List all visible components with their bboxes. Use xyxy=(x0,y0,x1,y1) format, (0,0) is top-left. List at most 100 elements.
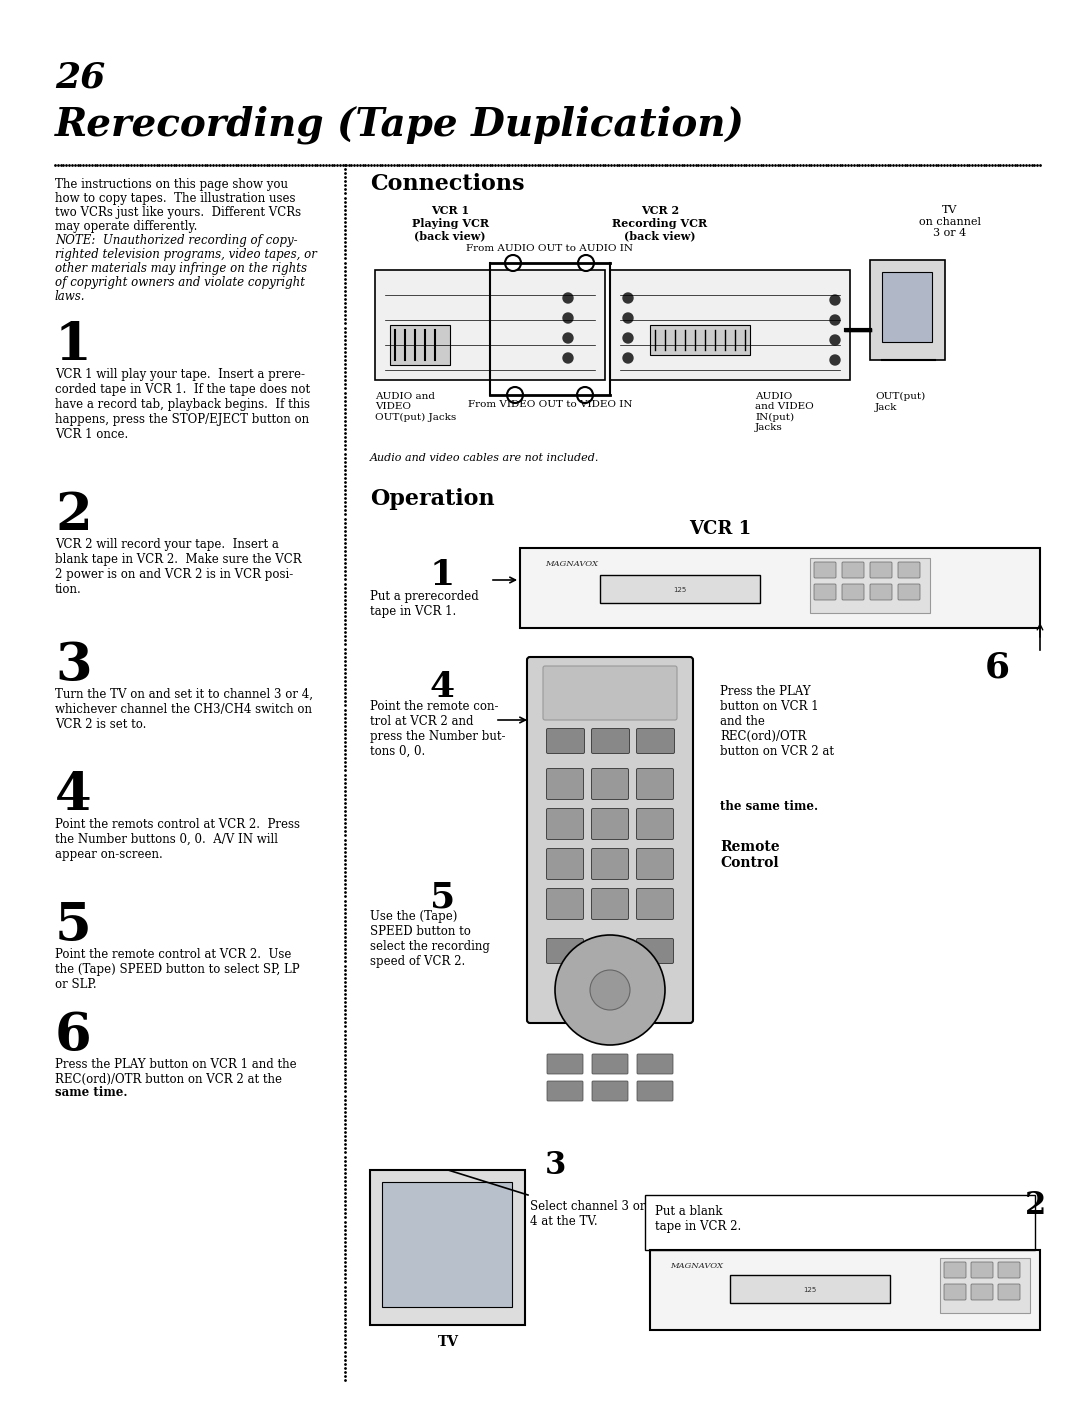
Text: Operation: Operation xyxy=(370,489,495,510)
Text: 3: 3 xyxy=(55,640,92,691)
Text: the same time.: the same time. xyxy=(720,800,819,813)
FancyBboxPatch shape xyxy=(546,848,583,879)
Text: how to copy tapes.  The illustration uses: how to copy tapes. The illustration uses xyxy=(55,192,296,205)
FancyBboxPatch shape xyxy=(546,1081,583,1101)
Circle shape xyxy=(623,313,633,323)
FancyBboxPatch shape xyxy=(382,1182,512,1307)
FancyBboxPatch shape xyxy=(650,324,750,355)
FancyBboxPatch shape xyxy=(592,729,630,754)
Text: may operate differently.: may operate differently. xyxy=(55,220,198,233)
Text: two VCRs just like yours.  Different VCRs: two VCRs just like yours. Different VCRs xyxy=(55,206,301,219)
Text: MAGNAVOX: MAGNAVOX xyxy=(545,560,598,569)
Text: Press the PLAY
button on VCR 1
and the
REC(ord)/OTR
button on VCR 2 at: Press the PLAY button on VCR 1 and the R… xyxy=(720,685,834,758)
FancyBboxPatch shape xyxy=(600,576,760,602)
Text: Select channel 3 or
4 at the TV.: Select channel 3 or 4 at the TV. xyxy=(530,1200,646,1228)
FancyBboxPatch shape xyxy=(842,584,864,600)
Text: AUDIO and
VIDEO
OUT(put) Jacks: AUDIO and VIDEO OUT(put) Jacks xyxy=(375,392,456,423)
Text: of copyright owners and violate copyright: of copyright owners and violate copyrigh… xyxy=(55,277,305,289)
FancyBboxPatch shape xyxy=(944,1285,966,1300)
Circle shape xyxy=(505,256,521,271)
Circle shape xyxy=(563,293,573,303)
Text: 26: 26 xyxy=(55,60,105,94)
Text: same time.: same time. xyxy=(55,1087,127,1099)
Circle shape xyxy=(563,313,573,323)
Text: 125: 125 xyxy=(804,1287,816,1293)
Text: Point the remote con-
trol at VCR 2 and
press the Number but-
tons 0, 0.: Point the remote con- trol at VCR 2 and … xyxy=(370,701,505,758)
Circle shape xyxy=(623,352,633,364)
Text: From AUDIO OUT to AUDIO IN: From AUDIO OUT to AUDIO IN xyxy=(467,244,634,253)
FancyBboxPatch shape xyxy=(610,270,850,380)
FancyBboxPatch shape xyxy=(998,1285,1020,1300)
FancyBboxPatch shape xyxy=(636,768,674,799)
FancyBboxPatch shape xyxy=(543,665,677,720)
Text: Point the remotѕ control at VCR 2.  Press
the Number buttons 0, 0.  A/V IN will
: Point the remotѕ control at VCR 2. Press… xyxy=(55,819,300,861)
Circle shape xyxy=(555,935,665,1045)
FancyBboxPatch shape xyxy=(592,768,629,799)
Text: TV
on channel
3 or 4: TV on channel 3 or 4 xyxy=(919,205,981,239)
Text: 6: 6 xyxy=(55,1009,92,1061)
FancyBboxPatch shape xyxy=(810,557,930,614)
FancyBboxPatch shape xyxy=(370,1170,525,1325)
Text: VCR 2 will record your tape.  Insert a
blank tape in VCR 2.  Make sure the VCR
2: VCR 2 will record your tape. Insert a bl… xyxy=(55,538,301,597)
Text: 1: 1 xyxy=(55,320,92,371)
Text: VCR 1 will play your tape.  Insert a prere-
corded tape in VCR 1.  If the tape d: VCR 1 will play your tape. Insert a prer… xyxy=(55,368,310,441)
Text: NOTE:  Unauthorized recording of copy-: NOTE: Unauthorized recording of copy- xyxy=(55,234,298,247)
Text: 4: 4 xyxy=(55,769,92,821)
Text: 4: 4 xyxy=(430,670,455,703)
FancyBboxPatch shape xyxy=(940,1258,1030,1313)
FancyBboxPatch shape xyxy=(546,889,583,920)
FancyBboxPatch shape xyxy=(636,889,674,920)
Text: 3: 3 xyxy=(545,1150,566,1181)
Circle shape xyxy=(831,314,840,324)
Text: VCR 1: VCR 1 xyxy=(689,519,751,538)
Circle shape xyxy=(563,333,573,343)
FancyBboxPatch shape xyxy=(971,1285,993,1300)
Text: MAGNAVOX: MAGNAVOX xyxy=(670,1262,723,1271)
FancyBboxPatch shape xyxy=(637,1054,673,1074)
Text: 6: 6 xyxy=(985,650,1010,684)
FancyBboxPatch shape xyxy=(897,584,920,600)
FancyBboxPatch shape xyxy=(814,584,836,600)
Text: 5: 5 xyxy=(430,880,455,914)
Text: Press the PLAY button on VCR 1 and the
REC(ord)/OTR button on VCR 2 at the: Press the PLAY button on VCR 1 and the R… xyxy=(55,1059,297,1087)
FancyBboxPatch shape xyxy=(998,1262,1020,1278)
Text: OUT(put)
Jack: OUT(put) Jack xyxy=(875,392,926,411)
FancyBboxPatch shape xyxy=(636,809,674,840)
FancyBboxPatch shape xyxy=(870,562,892,578)
FancyBboxPatch shape xyxy=(636,848,674,879)
Text: Audio and video cables are not included.: Audio and video cables are not included. xyxy=(370,453,599,463)
Circle shape xyxy=(831,295,840,305)
Text: 125: 125 xyxy=(673,587,687,592)
FancyBboxPatch shape xyxy=(592,848,629,879)
FancyBboxPatch shape xyxy=(519,548,1040,628)
FancyBboxPatch shape xyxy=(650,1250,1040,1330)
Text: righted television programs, video tapes, or: righted television programs, video tapes… xyxy=(55,249,316,261)
FancyBboxPatch shape xyxy=(390,324,450,365)
Circle shape xyxy=(831,336,840,345)
Circle shape xyxy=(563,352,573,364)
FancyBboxPatch shape xyxy=(897,562,920,578)
Circle shape xyxy=(623,293,633,303)
FancyBboxPatch shape xyxy=(842,562,864,578)
FancyBboxPatch shape xyxy=(546,729,584,754)
Text: other materials may infringe on the rights: other materials may infringe on the righ… xyxy=(55,263,307,275)
Text: laws.: laws. xyxy=(55,291,85,303)
Circle shape xyxy=(623,333,633,343)
Text: Point the remote control at VCR 2.  Use
the (Tape) SPEED button to select SP, LP: Point the remote control at VCR 2. Use t… xyxy=(55,948,299,991)
FancyBboxPatch shape xyxy=(592,1081,627,1101)
FancyBboxPatch shape xyxy=(546,809,583,840)
Text: AUDIO
and VIDEO
IN(put)
Jacks: AUDIO and VIDEO IN(put) Jacks xyxy=(755,392,813,432)
Text: 2: 2 xyxy=(55,490,92,541)
Circle shape xyxy=(831,355,840,365)
Text: 1: 1 xyxy=(430,557,455,592)
Text: Turn the TV on and set it to channel 3 or 4,
whichever channel the CH3/CH4 switc: Turn the TV on and set it to channel 3 o… xyxy=(55,688,313,731)
Text: TV: TV xyxy=(437,1335,459,1349)
FancyBboxPatch shape xyxy=(592,938,629,963)
Text: From VIDEO OUT to VIDEO IN: From VIDEO OUT to VIDEO IN xyxy=(468,400,632,409)
Text: Rerecording (Tape Duplication): Rerecording (Tape Duplication) xyxy=(55,105,745,143)
FancyBboxPatch shape xyxy=(870,260,945,359)
Text: Put a blank
tape in VCR 2.: Put a blank tape in VCR 2. xyxy=(654,1205,741,1233)
Text: 2: 2 xyxy=(1025,1191,1047,1221)
FancyBboxPatch shape xyxy=(592,889,629,920)
FancyBboxPatch shape xyxy=(882,272,932,343)
